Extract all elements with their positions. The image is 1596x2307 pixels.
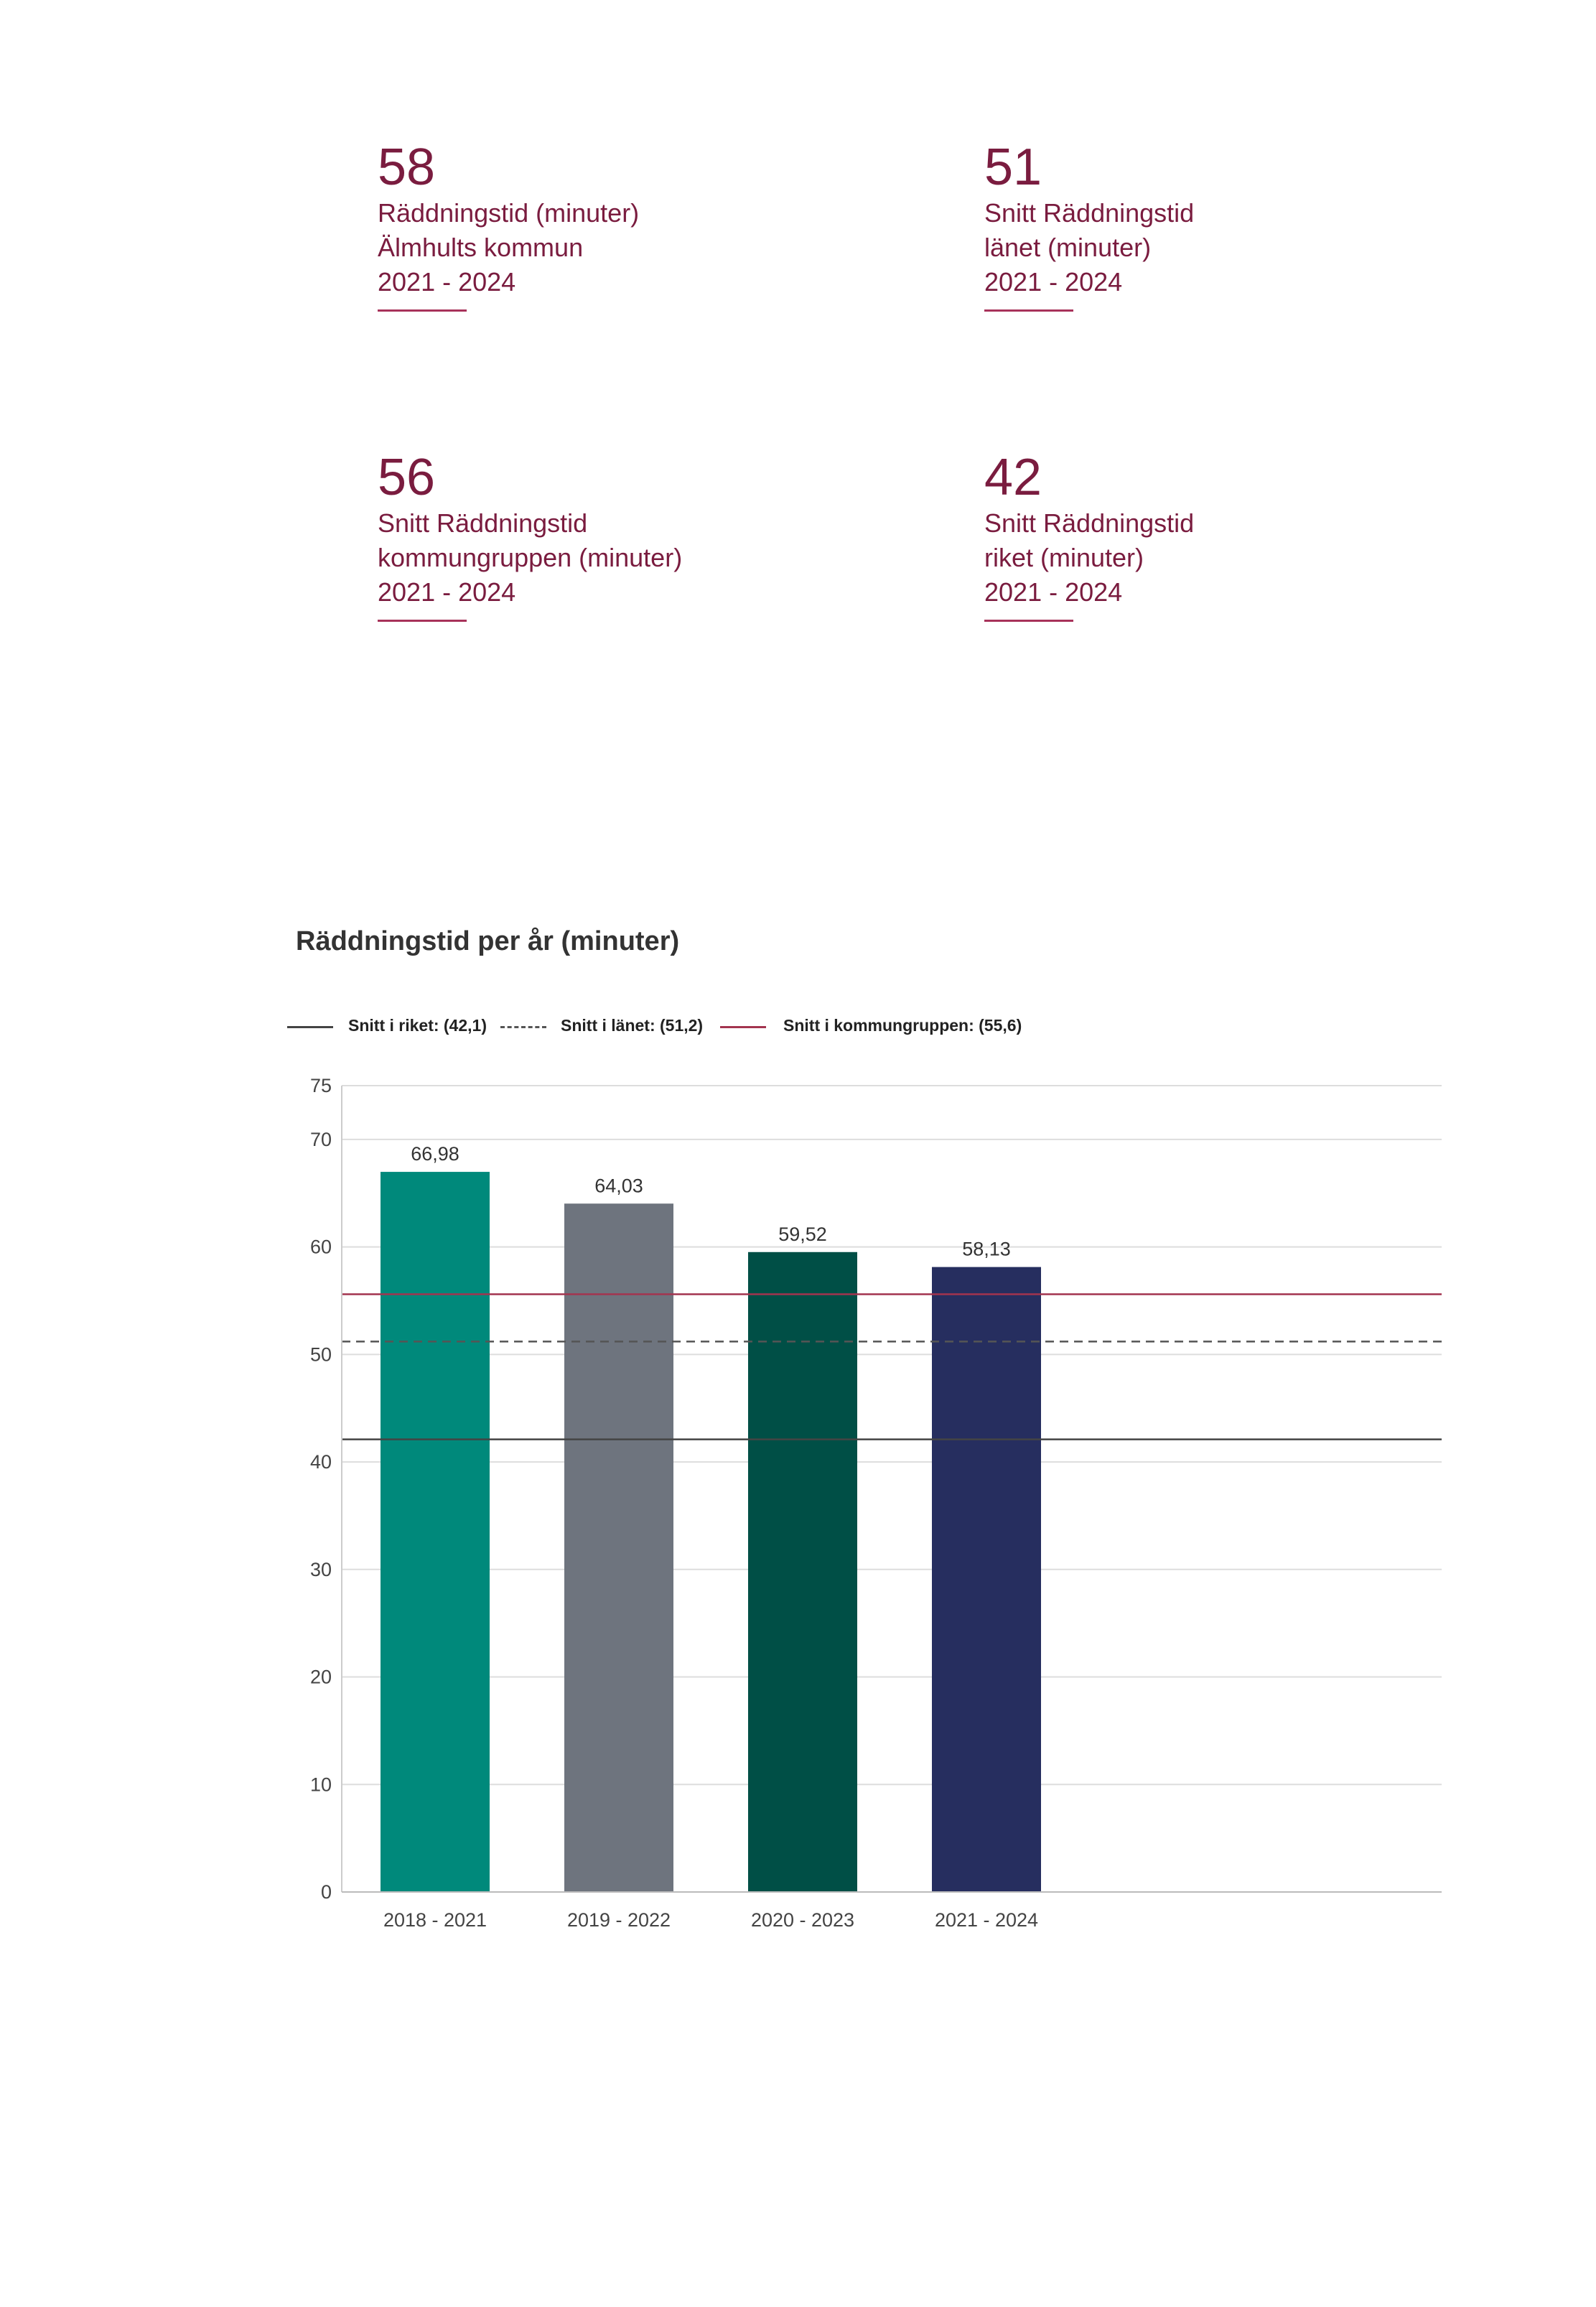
x-tick-label: 2021 - 2024: [935, 1909, 1038, 1931]
kpi-divider: [984, 620, 1073, 622]
kpi-period: 2021 - 2024: [378, 267, 516, 297]
kpi-value: 51: [984, 139, 1042, 196]
kpi-label-line: riket (minuter): [984, 543, 1144, 572]
kpi-period: 2021 - 2024: [984, 577, 1123, 607]
reference-lines: [342, 1293, 1442, 1440]
y-tick-label: 75: [310, 1075, 332, 1096]
kpi-label-line: Snitt Räddningstid: [984, 508, 1195, 538]
legend-label: Snitt i riket: (42,1): [348, 1016, 487, 1035]
axes: [341, 1086, 1442, 1893]
kpi-divider: [378, 620, 467, 622]
y-tick-label: 20: [310, 1667, 332, 1688]
y-tick-label: 60: [310, 1236, 332, 1258]
bar: [748, 1252, 857, 1892]
bar: [564, 1203, 673, 1892]
bar-value-label: 66,98: [411, 1143, 459, 1165]
y-tick-label: 30: [310, 1559, 332, 1580]
kpi-label-line: kommungruppen (minuter): [378, 543, 683, 572]
kpi-value: 56: [378, 449, 436, 506]
legend-swatch-accent: [720, 1026, 766, 1028]
kpi-label-line: Snitt Räddningstid: [378, 508, 588, 538]
bar-value-label: 64,03: [594, 1175, 643, 1196]
bars: [381, 1172, 1041, 1892]
x-tick-label: 2018 - 2021: [383, 1909, 487, 1931]
y-tick-label: 10: [310, 1774, 332, 1795]
kpi-value: 42: [984, 449, 1042, 506]
bar: [381, 1172, 490, 1892]
kpi-kommun: 58 Räddningstid (minuter) Älmhults kommu…: [378, 139, 880, 312]
kpi-divider: [378, 309, 467, 312]
kpi-label-line: Räddningstid (minuter): [378, 198, 640, 228]
x-tick-label: 2019 - 2022: [567, 1909, 671, 1931]
kpi-kommungruppen: 56 Snitt Räddningstid kommungruppen (min…: [378, 449, 880, 622]
kpi-period: 2021 - 2024: [378, 577, 516, 607]
kpi-label-line: länet (minuter): [984, 233, 1152, 262]
kpi-divider: [984, 309, 1073, 312]
bar: [932, 1267, 1041, 1892]
y-tick-label: 0: [321, 1881, 332, 1903]
legend-label: Snitt i kommungruppen: (55,6): [783, 1016, 1022, 1035]
kpi-period: 2021 - 2024: [984, 267, 1123, 297]
kpi-value: 58: [378, 139, 436, 196]
kpi-riket: 42 Snitt Räddningstid riket (minuter) 20…: [984, 449, 1487, 622]
kpi-label-line: Snitt Räddningstid: [984, 198, 1195, 228]
y-tick-label: 50: [310, 1343, 332, 1365]
y-tick-label: 40: [310, 1451, 332, 1473]
x-tick-label: 2020 - 2023: [751, 1909, 854, 1931]
legend-swatch-solid: [287, 1026, 333, 1028]
bar-value-label: 58,13: [962, 1239, 1011, 1260]
legend-swatch-dashed: [500, 1026, 546, 1028]
kpi-label-line: Älmhults kommun: [378, 233, 584, 262]
chart-title: Räddningstid per år (minuter): [296, 926, 680, 956]
chart-labels: 0 10 20 30 40 50 60 70 75 66,98 2018 - 2021 64,03 20…: [310, 1075, 1038, 1931]
y-tick-label: 70: [310, 1129, 332, 1150]
grid-lines: [342, 1085, 1442, 1786]
legend-label: Snitt i länet: (51,2): [561, 1016, 704, 1035]
kpi-lanet: 51 Snitt Räddningstid länet (minuter) 20…: [984, 139, 1487, 312]
bar-value-label: 59,52: [778, 1224, 827, 1245]
